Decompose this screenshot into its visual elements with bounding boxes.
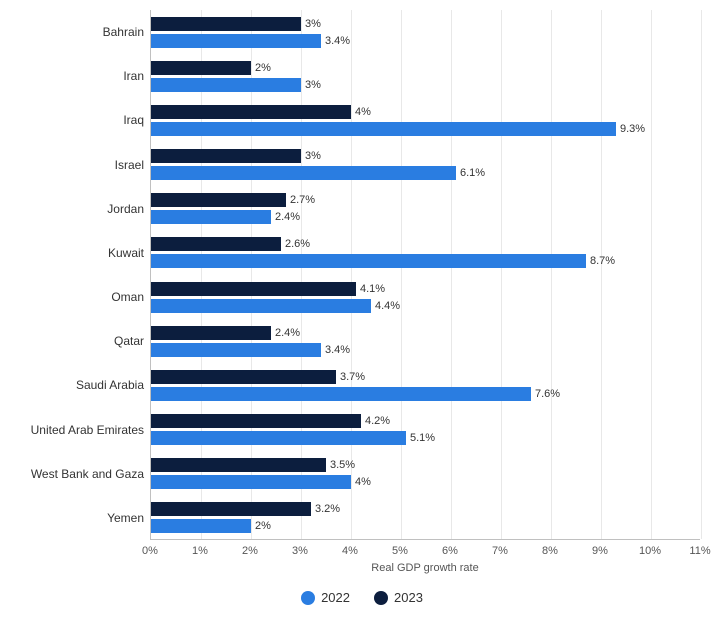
legend: 2022 2023 — [0, 590, 724, 610]
bar-value-label: 3.4% — [321, 34, 350, 48]
y-axis-label: Iraq — [4, 98, 144, 142]
bar-value-label: 3.2% — [311, 502, 340, 516]
bar-value-label: 3% — [301, 149, 321, 163]
bar-2022 — [151, 387, 531, 401]
bar-2023 — [151, 326, 271, 340]
bar-2022 — [151, 431, 406, 445]
bar-value-label: 3.7% — [336, 370, 365, 384]
legend-item: 2023 — [374, 590, 423, 605]
chart-container: 3%3.4%2%3%4%9.3%3%6.1%2.7%2.4%2.6%8.7%4.… — [0, 0, 724, 625]
category-group: 2% 3% — [151, 54, 700, 98]
x-tick-label: 0% — [142, 545, 158, 557]
bar-value-label: 2% — [251, 61, 271, 75]
bar-value-label: 4% — [351, 475, 371, 489]
bar-2022 — [151, 343, 321, 357]
bar-value-label: 6.1% — [456, 166, 485, 180]
bar-value-label: 3% — [301, 78, 321, 92]
bar-2023 — [151, 17, 301, 31]
legend-swatch — [374, 591, 388, 605]
bar-value-label: 4.2% — [361, 414, 390, 428]
category-group: 3.7% 7.6% — [151, 363, 700, 407]
bar-2022 — [151, 254, 586, 268]
x-tick-label: 2% — [242, 545, 258, 557]
x-tick-label: 4% — [342, 545, 358, 557]
bar-value-label: 4% — [351, 105, 371, 119]
legend-swatch — [301, 591, 315, 605]
legend-item: 2022 — [301, 590, 350, 605]
x-tick-label: 8% — [542, 545, 558, 557]
bar-2023 — [151, 370, 336, 384]
legend-label: 2023 — [394, 590, 423, 605]
bar-2023 — [151, 61, 251, 75]
category-group: 3% 6.1% — [151, 143, 700, 187]
bar-value-label: 4.4% — [371, 299, 400, 313]
bar-2022 — [151, 519, 251, 533]
category-group: 4% 9.3% — [151, 98, 700, 142]
x-tick-label: 10% — [639, 545, 661, 557]
y-axis-label: Iran — [4, 54, 144, 98]
gridline — [701, 10, 702, 539]
category-group: 3.5% 4% — [151, 452, 700, 496]
x-tick-label: 1% — [192, 545, 208, 557]
category-group: 3.2% 2% — [151, 496, 700, 540]
category-group: 2.7% 2.4% — [151, 187, 700, 231]
bar-2022 — [151, 34, 321, 48]
x-tick-label: 11% — [689, 545, 710, 557]
y-axis-label: Saudi Arabia — [4, 363, 144, 407]
plot-area: 3%3.4%2%3%4%9.3%3%6.1%2.7%2.4%2.6%8.7%4.… — [150, 10, 700, 540]
bar-2022 — [151, 122, 616, 136]
bar-value-label: 8.7% — [586, 254, 615, 268]
bar-2023 — [151, 414, 361, 428]
bar-value-label: 7.6% — [531, 387, 560, 401]
bar-value-label: 2% — [251, 519, 271, 533]
y-axis-label: Oman — [4, 275, 144, 319]
bar-2023 — [151, 502, 311, 516]
category-group: 2.6% 8.7% — [151, 231, 700, 275]
bar-value-label: 3.5% — [326, 458, 355, 472]
bar-2022 — [151, 210, 271, 224]
bar-2023 — [151, 458, 326, 472]
bar-value-label: 2.7% — [286, 193, 315, 207]
bar-value-label: 2.6% — [281, 237, 310, 251]
bar-2022 — [151, 78, 301, 92]
x-tick-label: 6% — [442, 545, 458, 557]
bar-2023 — [151, 193, 286, 207]
bar-value-label: 2.4% — [271, 326, 300, 340]
bar-2023 — [151, 149, 301, 163]
y-axis-label: Qatar — [4, 319, 144, 363]
y-axis-label: Jordan — [4, 187, 144, 231]
category-group: 2.4% 3.4% — [151, 319, 700, 363]
x-tick-label: 9% — [592, 545, 608, 557]
bar-2022 — [151, 475, 351, 489]
bar-value-label: 4.1% — [356, 282, 385, 296]
y-axis-label: Israel — [4, 143, 144, 187]
bar-2023 — [151, 282, 356, 296]
bar-2022 — [151, 166, 456, 180]
y-axis-label: West Bank and Gaza — [4, 452, 144, 496]
bar-value-label: 9.3% — [616, 122, 645, 136]
x-axis-title: Real GDP growth rate — [150, 562, 700, 574]
bar-2022 — [151, 299, 371, 313]
bar-value-label: 5.1% — [406, 431, 435, 445]
legend-label: 2022 — [321, 590, 350, 605]
x-tick-label: 7% — [492, 545, 508, 557]
bar-value-label: 2.4% — [271, 210, 300, 224]
bar-2023 — [151, 237, 281, 251]
bar-value-label: 3.4% — [321, 343, 350, 357]
category-group: 4.2% 5.1% — [151, 408, 700, 452]
x-tick-label: 5% — [392, 545, 408, 557]
y-axis-label: Kuwait — [4, 231, 144, 275]
y-axis-label: United Arab Emirates — [4, 408, 144, 452]
x-tick-label: 3% — [292, 545, 308, 557]
category-group: 3%3.4% — [151, 10, 700, 54]
bar-value-label: 3% — [301, 17, 321, 31]
y-axis-label: Yemen — [4, 496, 144, 540]
category-group: 4.1% 4.4% — [151, 275, 700, 319]
bar-2023 — [151, 105, 351, 119]
y-axis-label: Bahrain — [4, 10, 144, 54]
